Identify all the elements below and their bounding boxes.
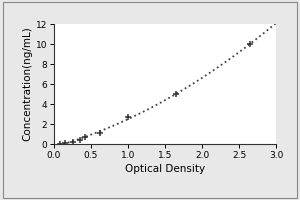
X-axis label: Optical Density: Optical Density [125, 164, 205, 174]
Y-axis label: Concentration(ng/mL): Concentration(ng/mL) [23, 27, 33, 141]
